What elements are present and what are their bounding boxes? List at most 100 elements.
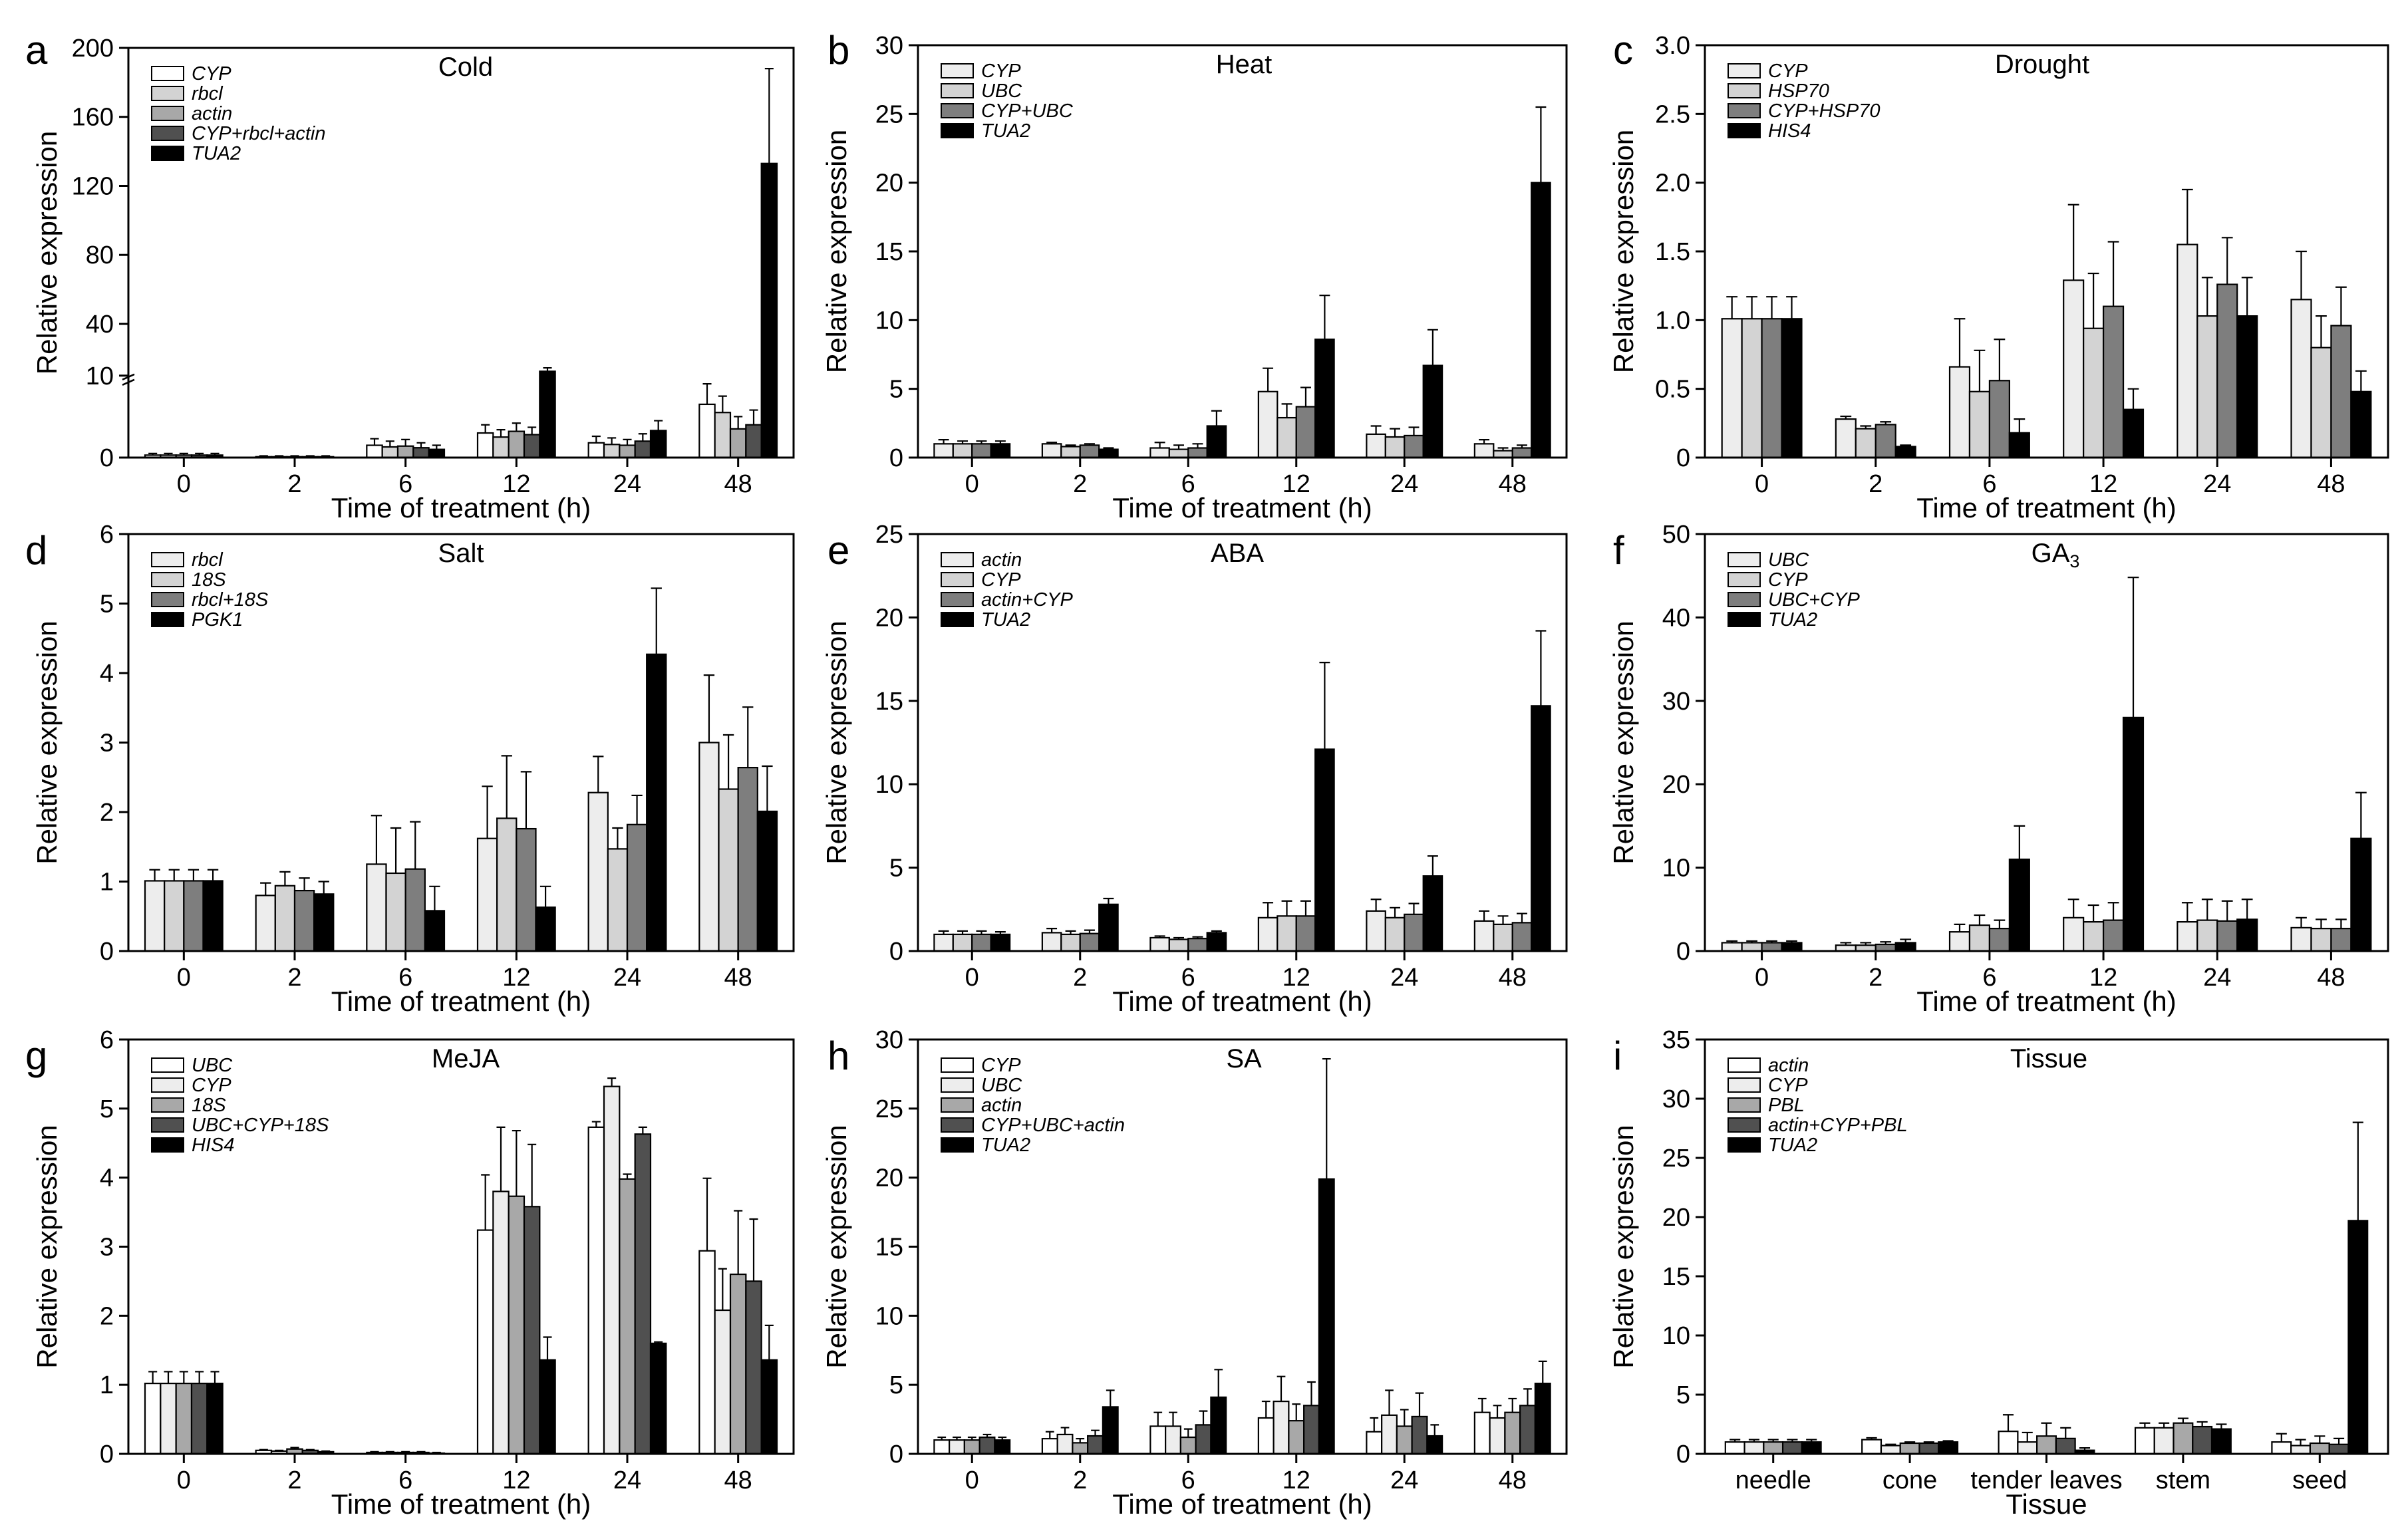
y-tick-label: 0: [100, 444, 114, 472]
error-bar: [2139, 1422, 2151, 1428]
y-tick-label: 0: [1676, 1441, 1690, 1468]
error-bar: [1994, 339, 2006, 381]
error-bar: [638, 1126, 647, 1135]
error-bar: [371, 815, 382, 865]
bar: [990, 443, 1011, 459]
legend-label: CYP: [981, 61, 1021, 82]
bar: [1079, 932, 1100, 952]
error-bar: [734, 416, 743, 429]
bar: [698, 742, 720, 952]
bar: [1087, 1435, 1104, 1455]
legend-swatch: [941, 1057, 974, 1073]
error-bar: [179, 1371, 188, 1384]
panel-letter: a: [25, 28, 48, 72]
bar: [994, 1439, 1011, 1455]
error-bar: [1535, 106, 1547, 183]
y-tick-label: 2.0: [1655, 170, 1690, 198]
bar: [366, 444, 383, 459]
bar: [2196, 315, 2218, 459]
legend-label: TUA2: [1768, 609, 1817, 630]
panel-title: Heat: [1216, 50, 1273, 79]
error-bar: [1214, 1369, 1223, 1397]
bar: [1781, 1441, 1803, 1455]
legend-label: CYP: [192, 63, 231, 84]
bar: [1041, 1438, 1058, 1455]
bar: [476, 432, 494, 459]
bar: [1384, 436, 1406, 459]
bar: [496, 817, 518, 952]
error-bar: [2355, 791, 2367, 839]
error-bar: [1517, 912, 1527, 923]
error-bar: [2079, 1447, 2091, 1451]
bar: [2063, 916, 2085, 952]
bar: [404, 868, 426, 952]
error-bar: [2241, 277, 2253, 317]
bar: [1948, 366, 1971, 459]
y-axis-label: Relative expression: [821, 1125, 852, 1369]
error-bar: [1400, 1409, 1409, 1427]
bar: [175, 1382, 193, 1455]
error-bar: [1766, 940, 1777, 943]
legend-label: TUA2: [981, 609, 1030, 630]
error-bar: [1183, 1428, 1193, 1438]
y-tick-label: 1.5: [1655, 238, 1690, 266]
bar: [603, 1085, 621, 1455]
x-tick-label: 0: [177, 470, 191, 498]
error-bar: [1479, 439, 1490, 444]
error-bar: [2014, 418, 2026, 433]
y-tick-label: 30: [1662, 1085, 1690, 1113]
legend-label: TUA2: [981, 120, 1030, 142]
legend-label: UBC: [981, 1075, 1022, 1096]
bar: [1041, 443, 1062, 459]
error-bar: [496, 429, 506, 438]
error-bar: [1076, 1438, 1085, 1443]
bar: [1257, 1417, 1275, 1455]
legend-label: CYP+UBC: [981, 100, 1074, 122]
bar: [396, 445, 414, 459]
legend-swatch: [941, 1137, 974, 1153]
bar: [144, 880, 166, 952]
bar: [745, 1280, 762, 1455]
bar: [523, 1206, 541, 1455]
bar: [1206, 425, 1227, 459]
error-bar: [2241, 899, 2253, 920]
x-tick-label: 2: [1869, 470, 1882, 498]
y-tick-label: 25: [875, 521, 903, 549]
error-bar: [1786, 296, 1797, 319]
bar: [1761, 318, 1783, 459]
bar: [2083, 327, 2105, 459]
error-bar: [1866, 1437, 1877, 1440]
error-bar: [385, 1451, 394, 1453]
error-bar: [207, 869, 219, 881]
legend-swatch: [151, 1077, 184, 1093]
legend-swatch: [941, 592, 974, 607]
y-tick-label: 10: [1662, 855, 1690, 883]
error-bar: [2355, 370, 2367, 392]
bar: [2216, 283, 2238, 459]
x-tick-label: 2: [1073, 964, 1087, 992]
error-bar: [764, 68, 774, 164]
y-tick-label: 2: [100, 1302, 114, 1330]
x-tick-label: 2: [287, 1466, 301, 1494]
error-bar: [2181, 188, 2193, 245]
legend-swatch: [1728, 592, 1761, 607]
error-bar: [702, 1177, 712, 1251]
y-tick-label: 3.0: [1655, 32, 1690, 60]
bar: [1511, 922, 1533, 952]
legend-swatch: [1728, 1117, 1761, 1133]
error-bar: [1806, 1439, 1817, 1443]
error-bar: [2196, 1421, 2208, 1427]
bar: [1861, 1439, 1882, 1455]
error-bar: [1477, 1397, 1487, 1413]
error-bar: [938, 439, 949, 444]
error-bar: [1860, 942, 1872, 946]
legend-swatch: [151, 126, 184, 141]
legend-swatch: [151, 592, 184, 607]
x-tick-label: 6: [1181, 470, 1195, 498]
x-tick-label: 24: [1390, 964, 1418, 992]
legend-swatch: [151, 66, 184, 81]
error-bar: [1307, 1381, 1316, 1406]
bar: [1102, 1406, 1119, 1455]
legend-label: TUA2: [981, 1135, 1030, 1156]
error-bar: [2335, 286, 2347, 326]
